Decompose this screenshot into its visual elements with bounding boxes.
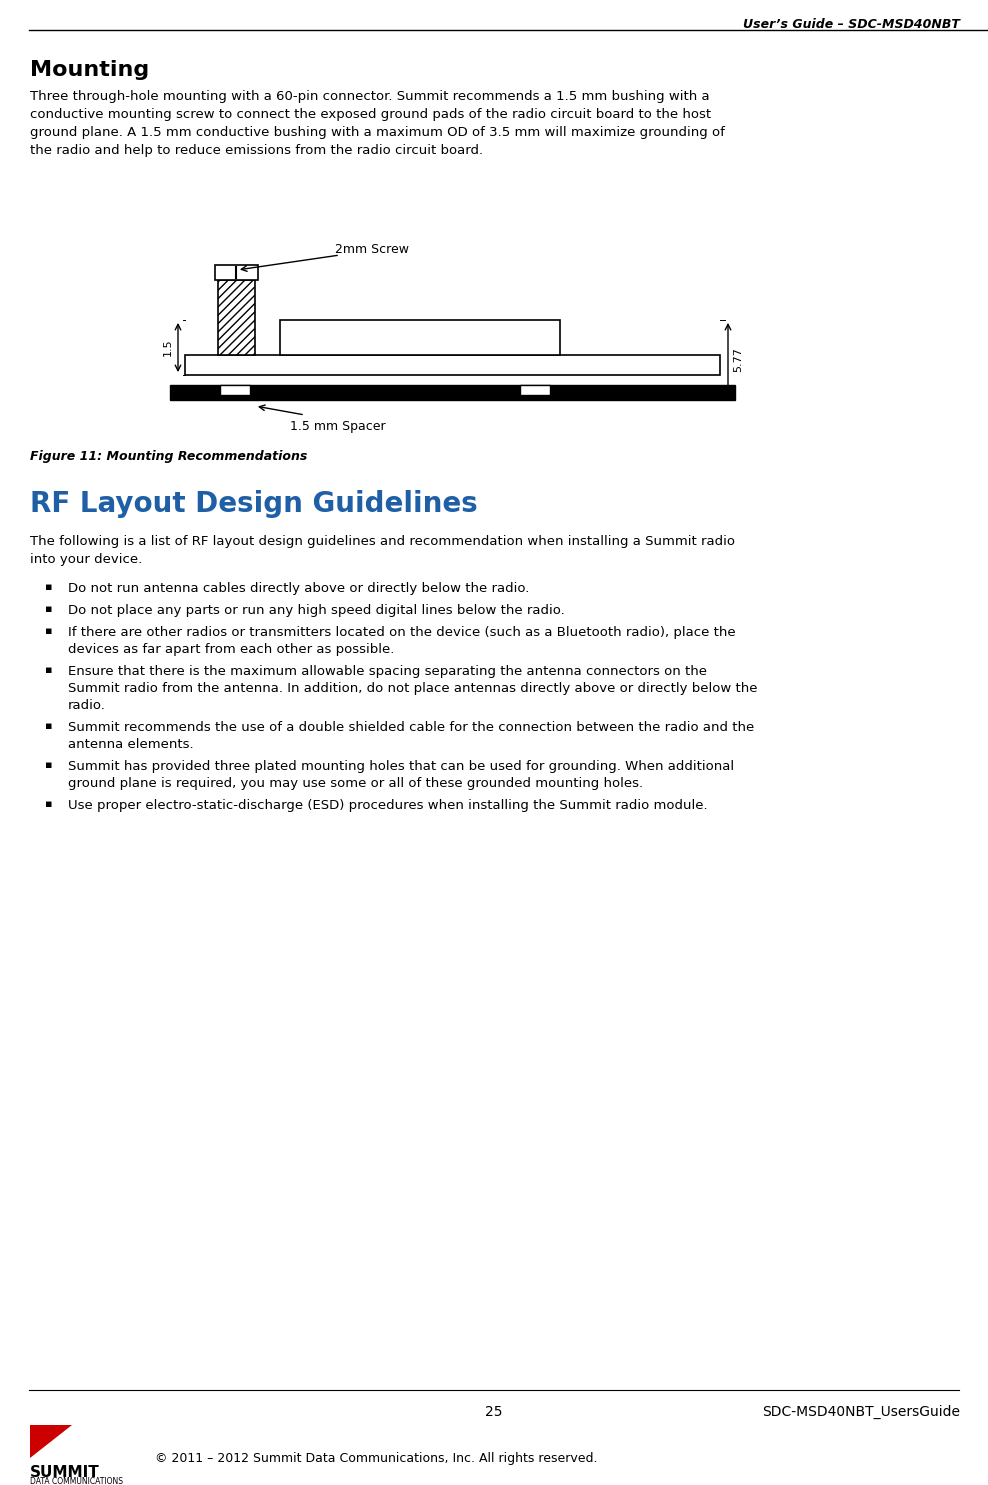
- Text: ▪: ▪: [45, 760, 52, 771]
- Text: antenna elements.: antenna elements.: [68, 738, 194, 751]
- Text: Summit has provided three plated mounting holes that can be used for grounding. : Summit has provided three plated mountin…: [68, 760, 734, 774]
- Text: 2mm Screw: 2mm Screw: [335, 244, 409, 255]
- Text: RF Layout Design Guidelines: RF Layout Design Guidelines: [30, 490, 478, 518]
- Text: ▪: ▪: [45, 665, 52, 676]
- Text: devices as far apart from each other as possible.: devices as far apart from each other as …: [68, 643, 394, 656]
- Text: Use proper electro-static-discharge (ESD) procedures when installing the Summit : Use proper electro-static-discharge (ESD…: [68, 799, 707, 812]
- Text: Figure 11: Mounting Recommendations: Figure 11: Mounting Recommendations: [30, 450, 307, 463]
- Bar: [185, 355, 720, 376]
- Text: User’s Guide – SDC-MSD40NBT: User’s Guide – SDC-MSD40NBT: [743, 18, 960, 31]
- Text: Do not place any parts or run any high speed digital lines below the radio.: Do not place any parts or run any high s…: [68, 604, 565, 616]
- Text: Mounting: Mounting: [30, 59, 149, 80]
- Text: Do not run antenna cables directly above or directly below the radio.: Do not run antenna cables directly above…: [68, 582, 530, 595]
- Bar: [280, 319, 560, 355]
- Text: the radio and help to reduce emissions from the radio circuit board.: the radio and help to reduce emissions f…: [30, 144, 483, 157]
- Text: SDC-MSD40NBT_UsersGuide: SDC-MSD40NBT_UsersGuide: [762, 1405, 960, 1420]
- Text: Ensure that there is the maximum allowable spacing separating the antenna connec: Ensure that there is the maximum allowab…: [68, 665, 707, 679]
- Text: ▪: ▪: [45, 582, 52, 593]
- Text: Summit recommends the use of a double shielded cable for the connection between : Summit recommends the use of a double sh…: [68, 722, 754, 734]
- Text: ground plane. A 1.5 mm conductive bushing with a maximum OD of 3.5 mm will maxim: ground plane. A 1.5 mm conductive bushin…: [30, 126, 725, 140]
- Text: © 2011 – 2012 Summit Data Communications, Inc. All rights reserved.: © 2011 – 2012 Summit Data Communications…: [155, 1452, 598, 1466]
- Text: into your device.: into your device.: [30, 552, 142, 566]
- Text: If there are other radios or transmitters located on the device (such as a Bluet: If there are other radios or transmitter…: [68, 627, 736, 639]
- Text: ▪: ▪: [45, 604, 52, 613]
- Text: Three through-hole mounting with a 60-pin connector. Summit recommends a 1.5 mm : Three through-hole mounting with a 60-pi…: [30, 91, 709, 102]
- Text: ▪: ▪: [45, 722, 52, 731]
- Text: 1.5 mm Spacer: 1.5 mm Spacer: [290, 420, 385, 434]
- Polygon shape: [30, 1426, 72, 1458]
- Text: ▪: ▪: [45, 799, 52, 809]
- Text: radio.: radio.: [68, 699, 106, 711]
- Bar: [220, 385, 250, 395]
- Bar: [520, 385, 550, 395]
- Text: SUMMIT: SUMMIT: [30, 1466, 100, 1481]
- Text: 25: 25: [485, 1405, 503, 1420]
- Text: 5.77: 5.77: [733, 347, 743, 373]
- Text: DATA COMMUNICATIONS: DATA COMMUNICATIONS: [30, 1478, 123, 1485]
- Bar: [215, 264, 258, 281]
- Text: 1.5: 1.5: [163, 339, 173, 356]
- Bar: [170, 385, 735, 399]
- Text: Summit radio from the antenna. In addition, do not place antennas directly above: Summit radio from the antenna. In additi…: [68, 682, 758, 695]
- Text: conductive mounting screw to connect the exposed ground pads of the radio circui: conductive mounting screw to connect the…: [30, 108, 711, 120]
- Bar: [218, 281, 255, 355]
- Text: ground plane is required, you may use some or all of these grounded mounting hol: ground plane is required, you may use so…: [68, 777, 643, 790]
- Text: The following is a list of RF layout design guidelines and recommendation when i: The following is a list of RF layout des…: [30, 535, 735, 548]
- Text: ▪: ▪: [45, 627, 52, 636]
